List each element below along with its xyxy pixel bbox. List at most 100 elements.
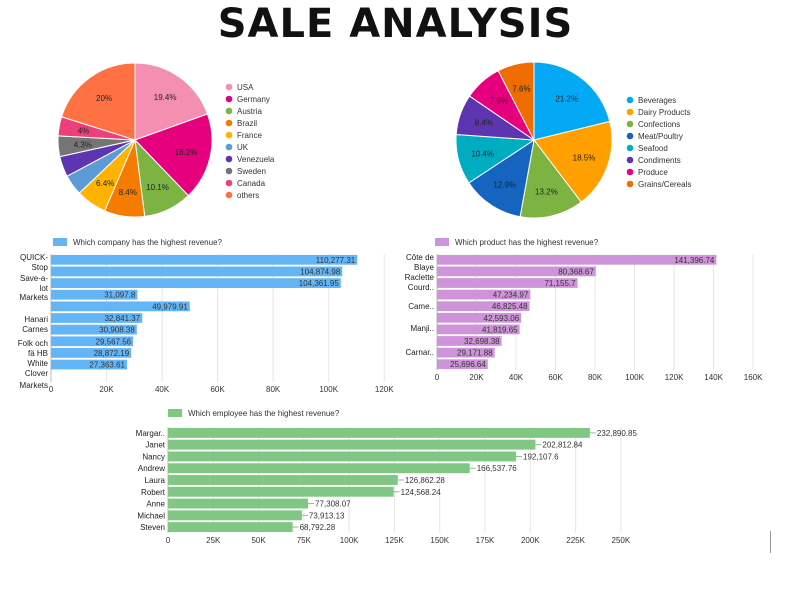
- bar-value-label: 110,277.31: [316, 256, 356, 265]
- legend-label: Germany: [237, 95, 270, 104]
- legend-swatch: [626, 96, 634, 104]
- x-tick-label: 100K: [340, 536, 359, 545]
- bar: [437, 336, 502, 346]
- x-tick-label: 40K: [155, 385, 170, 394]
- pie-slice-label: 10.1%: [146, 183, 169, 192]
- bar-value-label: 202,812.84: [542, 441, 583, 450]
- bar: [168, 486, 394, 497]
- y-category-label: Carnar..: [406, 348, 434, 357]
- y-category-label: Côte de: [406, 253, 435, 262]
- bar: [168, 439, 536, 450]
- legend-label: Meat/Poultry: [638, 132, 683, 141]
- y-category-label: Blaye: [414, 263, 435, 272]
- bar: [51, 254, 358, 265]
- x-tick-label: 160K: [744, 373, 763, 382]
- legend-label: Confections: [638, 120, 680, 129]
- legend-label: Sweden: [237, 167, 266, 176]
- bar: [437, 266, 596, 277]
- legend-swatch: [168, 409, 182, 417]
- y-category-label: Margar..: [136, 429, 165, 438]
- y-category-label: Nancy: [142, 452, 165, 461]
- bar-value-label: 124,568.24: [401, 488, 442, 497]
- legend-label: Canada: [237, 179, 266, 188]
- page-title: SALE ANALYSIS: [217, 1, 574, 47]
- y-category-label: Michael: [137, 511, 165, 520]
- y-category-label: Andrew: [138, 464, 165, 473]
- legend-swatch: [225, 131, 233, 139]
- bar: [51, 348, 132, 358]
- bar: [168, 498, 309, 509]
- bar: [168, 427, 590, 438]
- pie-slice: [60, 62, 136, 141]
- x-tick-label: 120K: [665, 373, 684, 382]
- x-tick-label: 50K: [251, 536, 266, 545]
- bar-value-label: 49,979.91: [152, 302, 188, 311]
- legend-swatch: [225, 83, 233, 91]
- x-tick-label: 20K: [469, 373, 484, 382]
- bar-value-label: 31,097.8: [104, 291, 136, 300]
- bar-value-label: 80,368.67: [558, 267, 594, 276]
- legend-swatch: [626, 180, 634, 188]
- bar: [437, 289, 531, 300]
- legend-label: UK: [237, 143, 249, 152]
- y-category-label: Manji..: [410, 324, 434, 333]
- bar: [51, 336, 134, 347]
- bar: [51, 313, 143, 323]
- pie-slice-label: 8.4%: [475, 119, 493, 128]
- bar-value-label: 28,872.19: [94, 349, 130, 358]
- bar-value-label: 104,361.95: [299, 279, 340, 288]
- y-category-label: Anne: [146, 500, 165, 509]
- pie-slice-label: 4.3%: [74, 140, 92, 149]
- legend-label: Venezuela: [237, 155, 275, 164]
- x-tick-label: 40K: [509, 373, 524, 382]
- x-tick-label: 80K: [266, 385, 281, 394]
- y-category-label: Markets: [20, 293, 48, 302]
- legend-swatch: [626, 120, 634, 128]
- bar-value-label: 42,593.06: [484, 314, 520, 323]
- bar: [168, 451, 517, 462]
- bar: [168, 522, 293, 533]
- legend-swatch: [435, 238, 449, 246]
- legend-label: USA: [237, 83, 254, 92]
- y-category-label: Janet: [145, 441, 165, 450]
- y-category-label: Markets: [20, 381, 48, 390]
- legend-swatch: [225, 191, 233, 199]
- legend-label: Grains/Cereals: [638, 180, 691, 189]
- legend-label: Dairy Products: [638, 108, 690, 117]
- x-tick-label: 0: [435, 373, 440, 382]
- bar: [51, 289, 138, 300]
- bar-value-label: 29,171.88: [457, 349, 493, 358]
- y-category-label: QUICK-: [20, 253, 48, 262]
- legend-swatch: [626, 144, 634, 152]
- x-tick-label: 0: [49, 385, 54, 394]
- x-tick-label: 0: [166, 536, 171, 545]
- bar: [437, 359, 488, 370]
- legend-label: others: [237, 191, 259, 200]
- pie-slice-label: 8.4%: [119, 188, 137, 197]
- y-category-label: Folk och: [18, 339, 48, 348]
- bar-value-label: 30,908.38: [99, 326, 135, 335]
- legend-swatch: [626, 156, 634, 164]
- y-category-label: Courd..: [408, 283, 434, 292]
- legend-swatch: [225, 95, 233, 103]
- pie-slice-label: 12.9%: [493, 180, 516, 189]
- bar: [437, 278, 578, 288]
- legend-swatch: [626, 168, 634, 176]
- bar-value-label: 232,890.85: [597, 429, 638, 438]
- y-category-label: Came..: [408, 302, 434, 311]
- pie-slice: [134, 113, 213, 197]
- y-category-label: fä HB: [28, 349, 48, 358]
- x-tick-label: 100K: [319, 385, 338, 394]
- pie-slice-label: 20%: [96, 94, 112, 103]
- legend-swatch: [225, 179, 233, 187]
- x-tick-label: 200K: [521, 536, 540, 545]
- pie-slice-label: 18.2%: [175, 148, 198, 157]
- pie-slice: [533, 120, 613, 203]
- bar: [437, 347, 495, 358]
- legend-swatch: [225, 155, 233, 163]
- legend-swatch: [626, 132, 634, 140]
